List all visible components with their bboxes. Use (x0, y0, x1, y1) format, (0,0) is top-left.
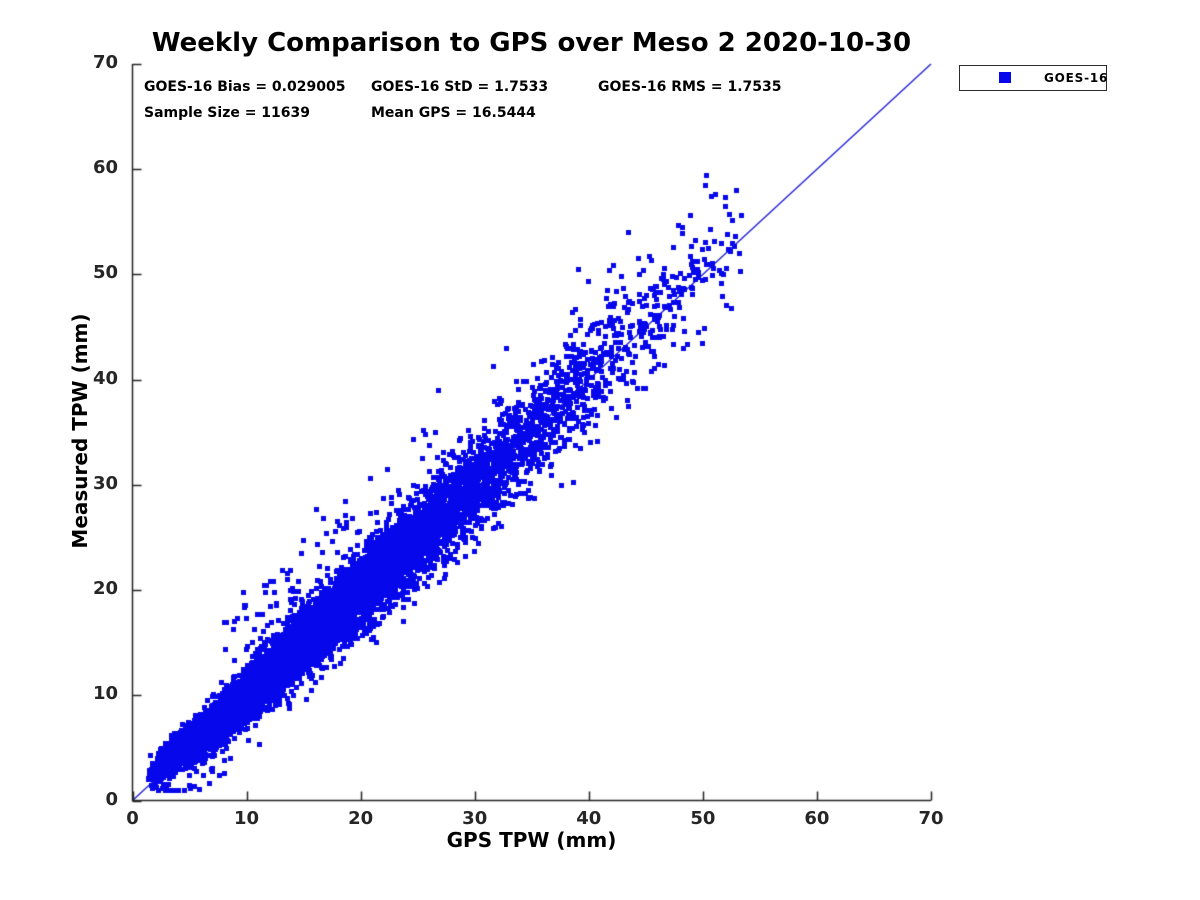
y-tick-label: 50 (92, 262, 118, 284)
x-tick-label: 50 (690, 808, 716, 829)
y-axis-label: Measured TPW (mm) (68, 313, 92, 549)
y-tick-label: 60 (92, 157, 118, 179)
x-tick-label: 10 (234, 808, 260, 829)
x-tick-label: 60 (804, 808, 830, 829)
stat-sample-size: Sample Size = 11639 (144, 105, 311, 121)
y-tick-label: 10 (92, 683, 118, 705)
y-tick-label: 0 (105, 788, 118, 810)
y-tick-label: 30 (92, 472, 118, 494)
chart-title: Weekly Comparison to GPS over Meso 2 202… (151, 28, 912, 58)
legend-square-marker-icon (999, 72, 1011, 83)
stat-std: GOES-16 StD = 1.7533 (371, 79, 549, 95)
stat-mean-gps: Mean GPS = 16.5444 (371, 105, 536, 121)
y-tick-label: 70 (92, 52, 118, 73)
y-tick-label: 20 (92, 578, 118, 600)
x-tick-label: 40 (576, 808, 602, 829)
x-tick-label: 30 (462, 808, 488, 829)
x-axis-label: GPS TPW (mm) (446, 828, 617, 852)
x-tick-label: 20 (348, 808, 374, 829)
x-tick-label: 0 (126, 808, 139, 829)
stat-bias: GOES-16 Bias = 0.029005 (144, 79, 346, 95)
legend-label: GOES-16 (1044, 71, 1109, 85)
x-tick-label: 70 (918, 808, 944, 829)
legend-box: GOES-16 (959, 65, 1107, 91)
stat-rms: GOES-16 RMS = 1.7535 (598, 79, 782, 95)
y-tick-label: 40 (92, 367, 118, 389)
